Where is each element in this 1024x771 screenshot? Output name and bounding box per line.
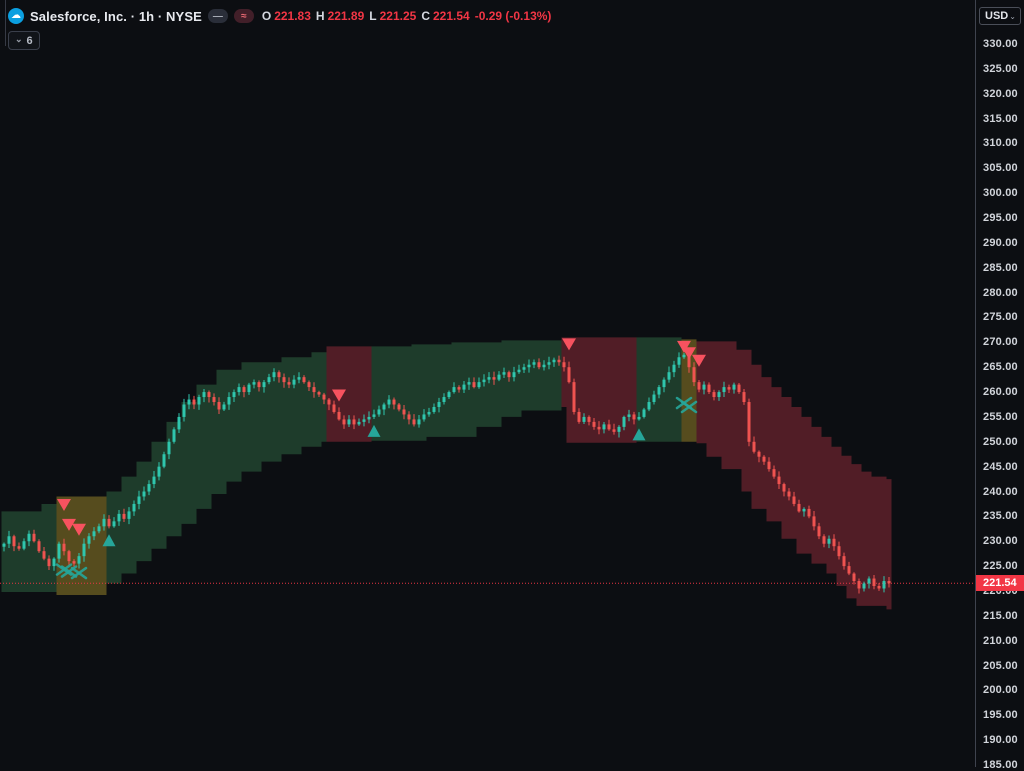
- delayed-data-icon[interactable]: ≈: [233, 9, 254, 23]
- price-axis[interactable]: USD ⌄ 330.00 325.00 320.00 315.00 310.00 305.…: [975, 0, 1024, 771]
- high-value: 221.89: [327, 9, 365, 23]
- price-tick-label: 320.00: [983, 87, 1018, 100]
- chart-pane[interactable]: ☁ Salesforce, Inc. · 1h · NYSE — ≈ O 221…: [0, 0, 975, 767]
- pane-edge-divider: [5, 0, 6, 46]
- chevron-down-icon: ⌄: [15, 34, 23, 44]
- low-label: L: [369, 9, 377, 23]
- market-closed-icon[interactable]: —: [207, 9, 228, 23]
- price-tick-label: 225.00: [983, 560, 1018, 573]
- price-tick-label: 330.00: [983, 38, 1018, 50]
- indicators-count: 6: [26, 34, 33, 47]
- price-tick-label: 310.00: [983, 137, 1018, 150]
- price-tick-label: 215.00: [983, 609, 1018, 622]
- low-value: 221.25: [379, 9, 417, 23]
- price-tick-label: 190.00: [983, 734, 1018, 747]
- price-tick-label: 210.00: [983, 634, 1018, 647]
- indicators-collapse-button[interactable]: ⌄ 6: [8, 31, 40, 50]
- price-tick-label: 280.00: [983, 286, 1018, 299]
- chart-legend: ☁ Salesforce, Inc. · 1h · NYSE — ≈ O 221…: [8, 8, 551, 24]
- price-tick-label: 235.00: [983, 510, 1018, 523]
- price-tick-label: 200.00: [983, 684, 1018, 697]
- price-tick-label: 195.00: [983, 709, 1018, 722]
- close-value: 221.54: [433, 9, 470, 23]
- open-label: O: [261, 9, 272, 23]
- price-tick-label: 300.00: [983, 187, 1018, 200]
- last-price-tag: 221.54: [976, 575, 1024, 592]
- price-tick-label: 315.00: [983, 112, 1018, 125]
- chevron-down-icon: ⌄: [1009, 11, 1016, 21]
- price-tick-label: 295.00: [983, 212, 1018, 225]
- price-tick-label: 265.00: [983, 361, 1018, 374]
- price-tick-label: 245.00: [983, 460, 1018, 473]
- price-tick-label: 260.00: [983, 386, 1018, 399]
- price-tick-label: 250.00: [983, 435, 1018, 448]
- close-label: C: [421, 9, 430, 23]
- price-tick-label: 230.00: [983, 535, 1018, 548]
- salesforce-logo-icon: ☁: [8, 8, 24, 24]
- symbol-title[interactable]: Salesforce, Inc. · 1h · NYSE: [30, 8, 202, 24]
- candlestick-chart-canvas[interactable]: [0, 0, 975, 767]
- price-tick-label: 275.00: [983, 311, 1018, 324]
- open-value: 221.83: [274, 9, 311, 23]
- currency-selector[interactable]: USD ⌄: [979, 7, 1021, 25]
- price-tick-label: 255.00: [983, 410, 1018, 423]
- price-tick-label: 185.00: [983, 759, 1018, 771]
- ohlc-readout: O 221.83 H 221.89 L 221.25 C 221.54 -0.2…: [262, 9, 552, 23]
- price-tick-label: 305.00: [983, 162, 1018, 175]
- price-tick-label: 285.00: [983, 261, 1018, 274]
- change-value: -0.29 (-0.13%): [474, 9, 552, 23]
- price-tick-label: 270.00: [983, 336, 1018, 349]
- price-tick-label: 290.00: [983, 236, 1018, 249]
- price-tick-label: 205.00: [983, 659, 1018, 672]
- high-label: H: [315, 9, 325, 23]
- currency-label: USD: [985, 10, 1009, 22]
- price-tick-label: 240.00: [983, 485, 1018, 498]
- price-tick-label: 325.00: [983, 62, 1018, 75]
